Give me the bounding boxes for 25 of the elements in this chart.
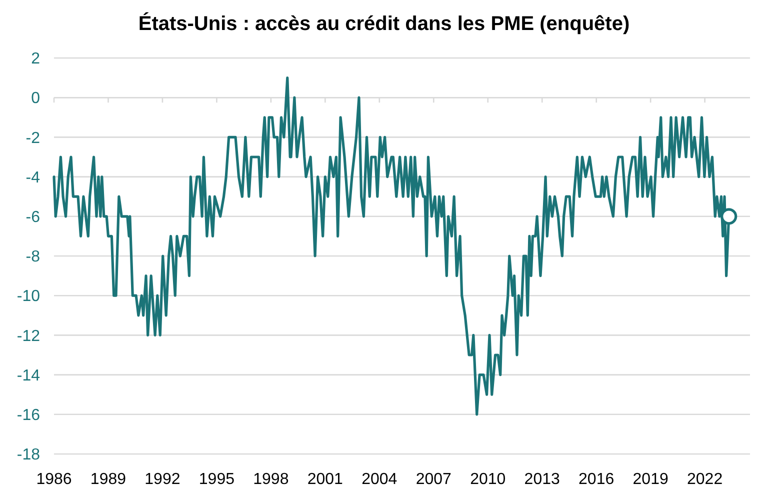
x-tick-label: 1995: [198, 471, 235, 488]
x-tick-label: 2004: [362, 471, 398, 488]
x-tick-label: 2007: [416, 471, 452, 488]
y-tick-label: -2: [26, 130, 40, 147]
x-tick-label: 2019: [632, 471, 668, 488]
x-tick-label: 1986: [36, 471, 72, 488]
y-tick-label: -10: [16, 288, 40, 306]
y-tick-label: -6: [26, 209, 40, 226]
x-tick-label: 2016: [578, 471, 614, 488]
y-tick-label: -16: [16, 407, 40, 424]
y-tick-label: 0: [31, 90, 40, 108]
y-tick-label: -18: [16, 446, 40, 464]
chart-title: États-Unis : accès au crédit dans les PME (enquête): [138, 12, 630, 35]
y-tick-label: -14: [16, 367, 40, 384]
x-tick-label: 2022: [687, 471, 723, 488]
y-tick-label: -8: [26, 248, 40, 266]
x-tick-label: 1992: [144, 471, 180, 488]
x-tick-label: 1989: [90, 471, 126, 488]
y-tick-label: -12: [16, 328, 40, 345]
y-tick-label: 2: [31, 50, 40, 68]
y-tick-label: -4: [26, 169, 40, 186]
x-tick-label: 1998: [253, 471, 289, 488]
x-tick-label: 2001: [307, 471, 344, 488]
x-tick-label: 2013: [524, 471, 560, 488]
x-tick-label: 2010: [470, 471, 506, 488]
